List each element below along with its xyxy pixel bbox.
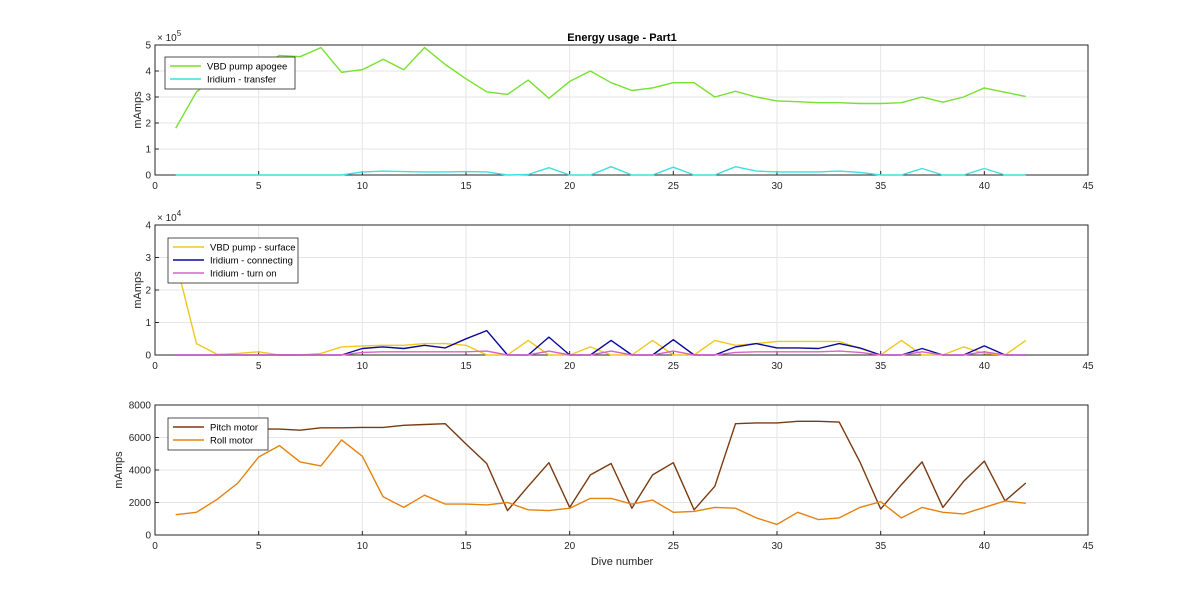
subplot-3-legend: Pitch motor Roll motor bbox=[167, 417, 269, 451]
x-tick-label: 10 bbox=[357, 541, 369, 552]
x-tick-label: 45 bbox=[1082, 181, 1094, 192]
x-tick-label: 0 bbox=[152, 361, 158, 372]
x-tick-label: 20 bbox=[564, 181, 576, 192]
x-tick-label: 5 bbox=[256, 181, 262, 192]
x-tick-label: 25 bbox=[668, 541, 680, 552]
y-tick-label: 1 bbox=[145, 145, 151, 156]
x-tick-label: 5 bbox=[256, 541, 262, 552]
y-tick-label: 5 bbox=[145, 41, 151, 52]
series-line-3 bbox=[175, 350, 1026, 356]
subplot-2-ticks: 0 5 10 15 20 25 30 35 40 45 0 1 2 3 4 bbox=[145, 221, 1094, 373]
subplot-2-legend: VBD pump - surface Iridium - connecting Ir… bbox=[167, 237, 299, 284]
x-tick-label: 15 bbox=[460, 541, 472, 552]
y-tick-label: 2 bbox=[145, 286, 151, 297]
x-tick-label: 10 bbox=[357, 361, 369, 372]
y-tick-label: 3 bbox=[145, 93, 151, 104]
legend-label: VBD pump apogee bbox=[207, 62, 287, 73]
x-tick-label: 25 bbox=[668, 181, 680, 192]
x-tick-label: 5 bbox=[256, 361, 262, 372]
subplot-3-ylabel: mAmps bbox=[113, 451, 125, 489]
x-tick-label: 35 bbox=[875, 541, 887, 552]
legend-label: Iridium - transfer bbox=[207, 75, 276, 86]
y-tick-label: 4 bbox=[145, 221, 151, 232]
y-tick-label: 2 bbox=[145, 119, 151, 130]
x-tick-label: 40 bbox=[979, 541, 991, 552]
x-tick-label: 10 bbox=[357, 181, 369, 192]
subplot-2-ylabel: mAmps bbox=[132, 271, 144, 309]
x-tick-label: 45 bbox=[1082, 361, 1094, 372]
subplot-1-exponent-power: 5 bbox=[177, 29, 182, 38]
x-tick-label: 45 bbox=[1082, 541, 1094, 552]
subplot-1-exponent-base: × 10 bbox=[157, 33, 177, 44]
x-tick-label: 20 bbox=[564, 541, 576, 552]
x-tick-label: 30 bbox=[771, 181, 783, 192]
series-line-1 bbox=[175, 260, 1027, 356]
subplot-1-exponent: × 105 bbox=[157, 29, 182, 44]
subplot-3-series bbox=[175, 420, 1027, 526]
x-tick-label: 40 bbox=[979, 361, 991, 372]
x-tick-label: 35 bbox=[875, 181, 887, 192]
x-tick-label: 15 bbox=[460, 361, 472, 372]
x-tick-label: 40 bbox=[979, 181, 991, 192]
subplot-1-axes-box bbox=[154, 44, 1089, 176]
subplot-2-exponent-base: × 10 bbox=[157, 213, 177, 224]
legend-label: VBD pump - surface bbox=[210, 243, 296, 254]
x-tick-label: 0 bbox=[152, 181, 158, 192]
legend-box bbox=[167, 417, 269, 451]
y-tick-label: 8000 bbox=[129, 401, 152, 412]
y-tick-label: 0 bbox=[145, 531, 151, 542]
x-tick-label: 0 bbox=[152, 541, 158, 552]
subplot-2-exponent-power: 4 bbox=[177, 209, 182, 218]
y-tick-label: 0 bbox=[145, 171, 151, 182]
subplot-3-ticks: 0 5 10 15 20 25 30 35 40 45 0 2000 4000 6000 8000 bbox=[129, 401, 1094, 553]
legend-label: Iridium - turn on bbox=[210, 269, 277, 280]
series-line-1 bbox=[175, 46, 1026, 129]
subplot-1-title: Energy usage - Part1 bbox=[567, 32, 676, 44]
y-tick-label: 0 bbox=[145, 351, 151, 362]
subplot-1-series bbox=[175, 46, 1026, 176]
subplot-2-series bbox=[175, 260, 1027, 356]
y-tick-label: 4000 bbox=[129, 466, 152, 477]
legend-label: Iridium - connecting bbox=[210, 256, 293, 267]
subplot-1-ylabel: mAmps bbox=[132, 91, 144, 129]
series-line-2 bbox=[175, 165, 1026, 176]
y-tick-label: 4 bbox=[145, 67, 151, 78]
x-tick-label: 15 bbox=[460, 181, 472, 192]
y-tick-label: 1 bbox=[145, 318, 151, 329]
x-tick-label: 35 bbox=[875, 361, 887, 372]
legend-label: Roll motor bbox=[210, 436, 253, 447]
subplot-3-xlabel: Dive number bbox=[591, 556, 654, 568]
subplot-2-exponent: × 104 bbox=[157, 209, 182, 224]
x-tick-label: 30 bbox=[771, 541, 783, 552]
subplot-3: 0 5 10 15 20 25 30 35 40 45 0 2000 4000 6000 8000 mAmp… bbox=[113, 401, 1094, 569]
series-line-2 bbox=[175, 439, 1026, 526]
x-tick-label: 20 bbox=[564, 361, 576, 372]
y-tick-label: 3 bbox=[145, 253, 151, 264]
subplot-1-legend: VBD pump apogee Iridium - transfer bbox=[164, 56, 296, 90]
x-tick-label: 25 bbox=[668, 361, 680, 372]
y-tick-label: 6000 bbox=[129, 433, 152, 444]
legend-label: Pitch motor bbox=[210, 423, 258, 434]
x-tick-label: 30 bbox=[771, 361, 783, 372]
y-tick-label: 2000 bbox=[129, 498, 152, 509]
legend-box bbox=[164, 56, 296, 90]
